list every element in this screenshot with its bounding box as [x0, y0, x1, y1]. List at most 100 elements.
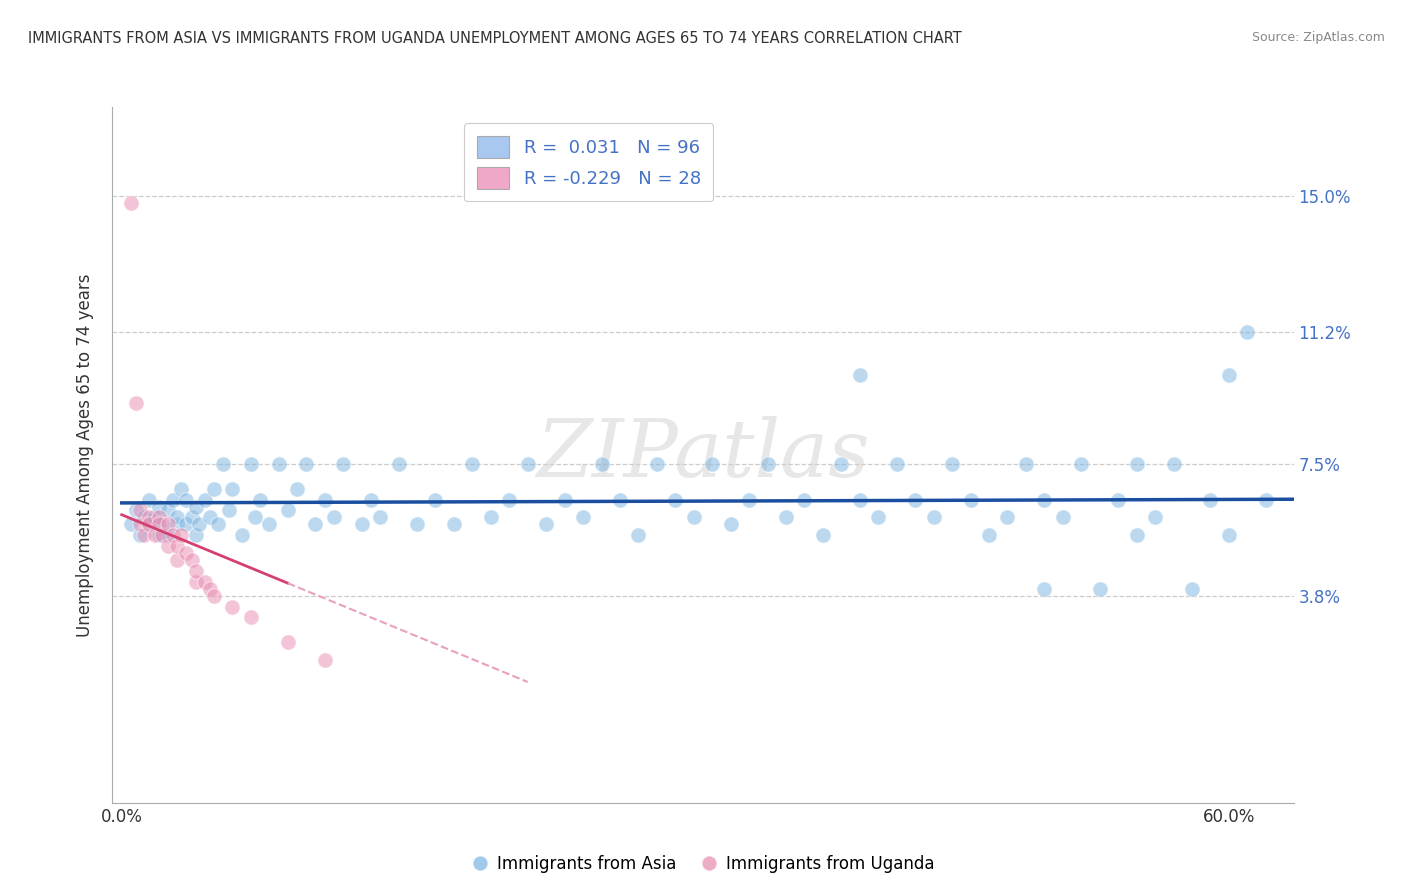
- Point: [1181, 582, 1204, 596]
- Point: [977, 528, 1000, 542]
- Point: [1254, 492, 1277, 507]
- Point: [129, 517, 152, 532]
- Y-axis label: Unemployment Among Ages 65 to 74 years: Unemployment Among Ages 65 to 74 years: [76, 273, 94, 637]
- Point: [323, 510, 346, 524]
- Point: [148, 517, 170, 532]
- Point: [572, 510, 595, 524]
- Point: [138, 517, 160, 532]
- Point: [174, 492, 197, 507]
- Point: [180, 553, 202, 567]
- Point: [849, 492, 872, 507]
- Point: [170, 528, 193, 542]
- Point: [239, 457, 262, 471]
- Point: [941, 457, 963, 471]
- Point: [166, 510, 188, 524]
- Point: [162, 528, 184, 542]
- Point: [132, 510, 155, 524]
- Point: [138, 517, 160, 532]
- Point: [443, 517, 465, 532]
- Point: [138, 492, 160, 507]
- Point: [221, 599, 243, 614]
- Point: [184, 500, 207, 514]
- Point: [425, 492, 447, 507]
- Point: [1144, 510, 1167, 524]
- Point: [120, 517, 142, 532]
- Point: [738, 492, 761, 507]
- Point: [1088, 582, 1111, 596]
- Point: [129, 503, 152, 517]
- Point: [479, 510, 502, 524]
- Text: IMMIGRANTS FROM ASIA VS IMMIGRANTS FROM UGANDA UNEMPLOYMENT AMONG AGES 65 TO 74 : IMMIGRANTS FROM ASIA VS IMMIGRANTS FROM …: [28, 31, 962, 46]
- Point: [194, 492, 217, 507]
- Point: [212, 457, 235, 471]
- Point: [868, 510, 890, 524]
- Point: [156, 528, 179, 542]
- Point: [267, 457, 290, 471]
- Point: [591, 457, 613, 471]
- Point: [1033, 492, 1056, 507]
- Point: [200, 582, 222, 596]
- Point: [811, 528, 834, 542]
- Point: [1125, 528, 1147, 542]
- Point: [645, 457, 668, 471]
- Point: [922, 510, 945, 524]
- Point: [387, 457, 409, 471]
- Point: [170, 482, 193, 496]
- Point: [793, 492, 815, 507]
- Point: [221, 482, 243, 496]
- Point: [332, 457, 354, 471]
- Point: [1218, 368, 1240, 382]
- Point: [174, 517, 197, 532]
- Point: [132, 528, 155, 542]
- Point: [554, 492, 576, 507]
- Point: [1107, 492, 1129, 507]
- Point: [243, 510, 266, 524]
- Point: [461, 457, 484, 471]
- Point: [997, 510, 1019, 524]
- Point: [1199, 492, 1222, 507]
- Point: [218, 503, 240, 517]
- Point: [166, 539, 188, 553]
- Point: [180, 510, 202, 524]
- Point: [166, 517, 188, 532]
- Point: [129, 528, 152, 542]
- Point: [1125, 457, 1147, 471]
- Point: [314, 653, 336, 667]
- Point: [1236, 325, 1258, 339]
- Point: [166, 553, 188, 567]
- Point: [830, 457, 852, 471]
- Point: [150, 517, 173, 532]
- Point: [627, 528, 650, 542]
- Point: [702, 457, 724, 471]
- Point: [498, 492, 520, 507]
- Point: [368, 510, 391, 524]
- Point: [314, 492, 336, 507]
- Point: [120, 196, 142, 211]
- Point: [277, 503, 299, 517]
- Point: [360, 492, 382, 507]
- Point: [156, 503, 179, 517]
- Text: ZIPatlas: ZIPatlas: [536, 417, 870, 493]
- Point: [200, 510, 222, 524]
- Point: [664, 492, 686, 507]
- Point: [259, 517, 281, 532]
- Point: [125, 503, 148, 517]
- Point: [207, 517, 229, 532]
- Point: [138, 510, 160, 524]
- Point: [849, 368, 872, 382]
- Point: [148, 528, 170, 542]
- Point: [350, 517, 373, 532]
- Point: [148, 510, 170, 524]
- Point: [1052, 510, 1074, 524]
- Point: [609, 492, 631, 507]
- Point: [959, 492, 981, 507]
- Point: [156, 517, 179, 532]
- Point: [156, 539, 179, 553]
- Point: [125, 396, 148, 410]
- Point: [194, 574, 217, 589]
- Point: [295, 457, 318, 471]
- Point: [534, 517, 557, 532]
- Point: [304, 517, 326, 532]
- Point: [1163, 457, 1185, 471]
- Point: [174, 546, 197, 560]
